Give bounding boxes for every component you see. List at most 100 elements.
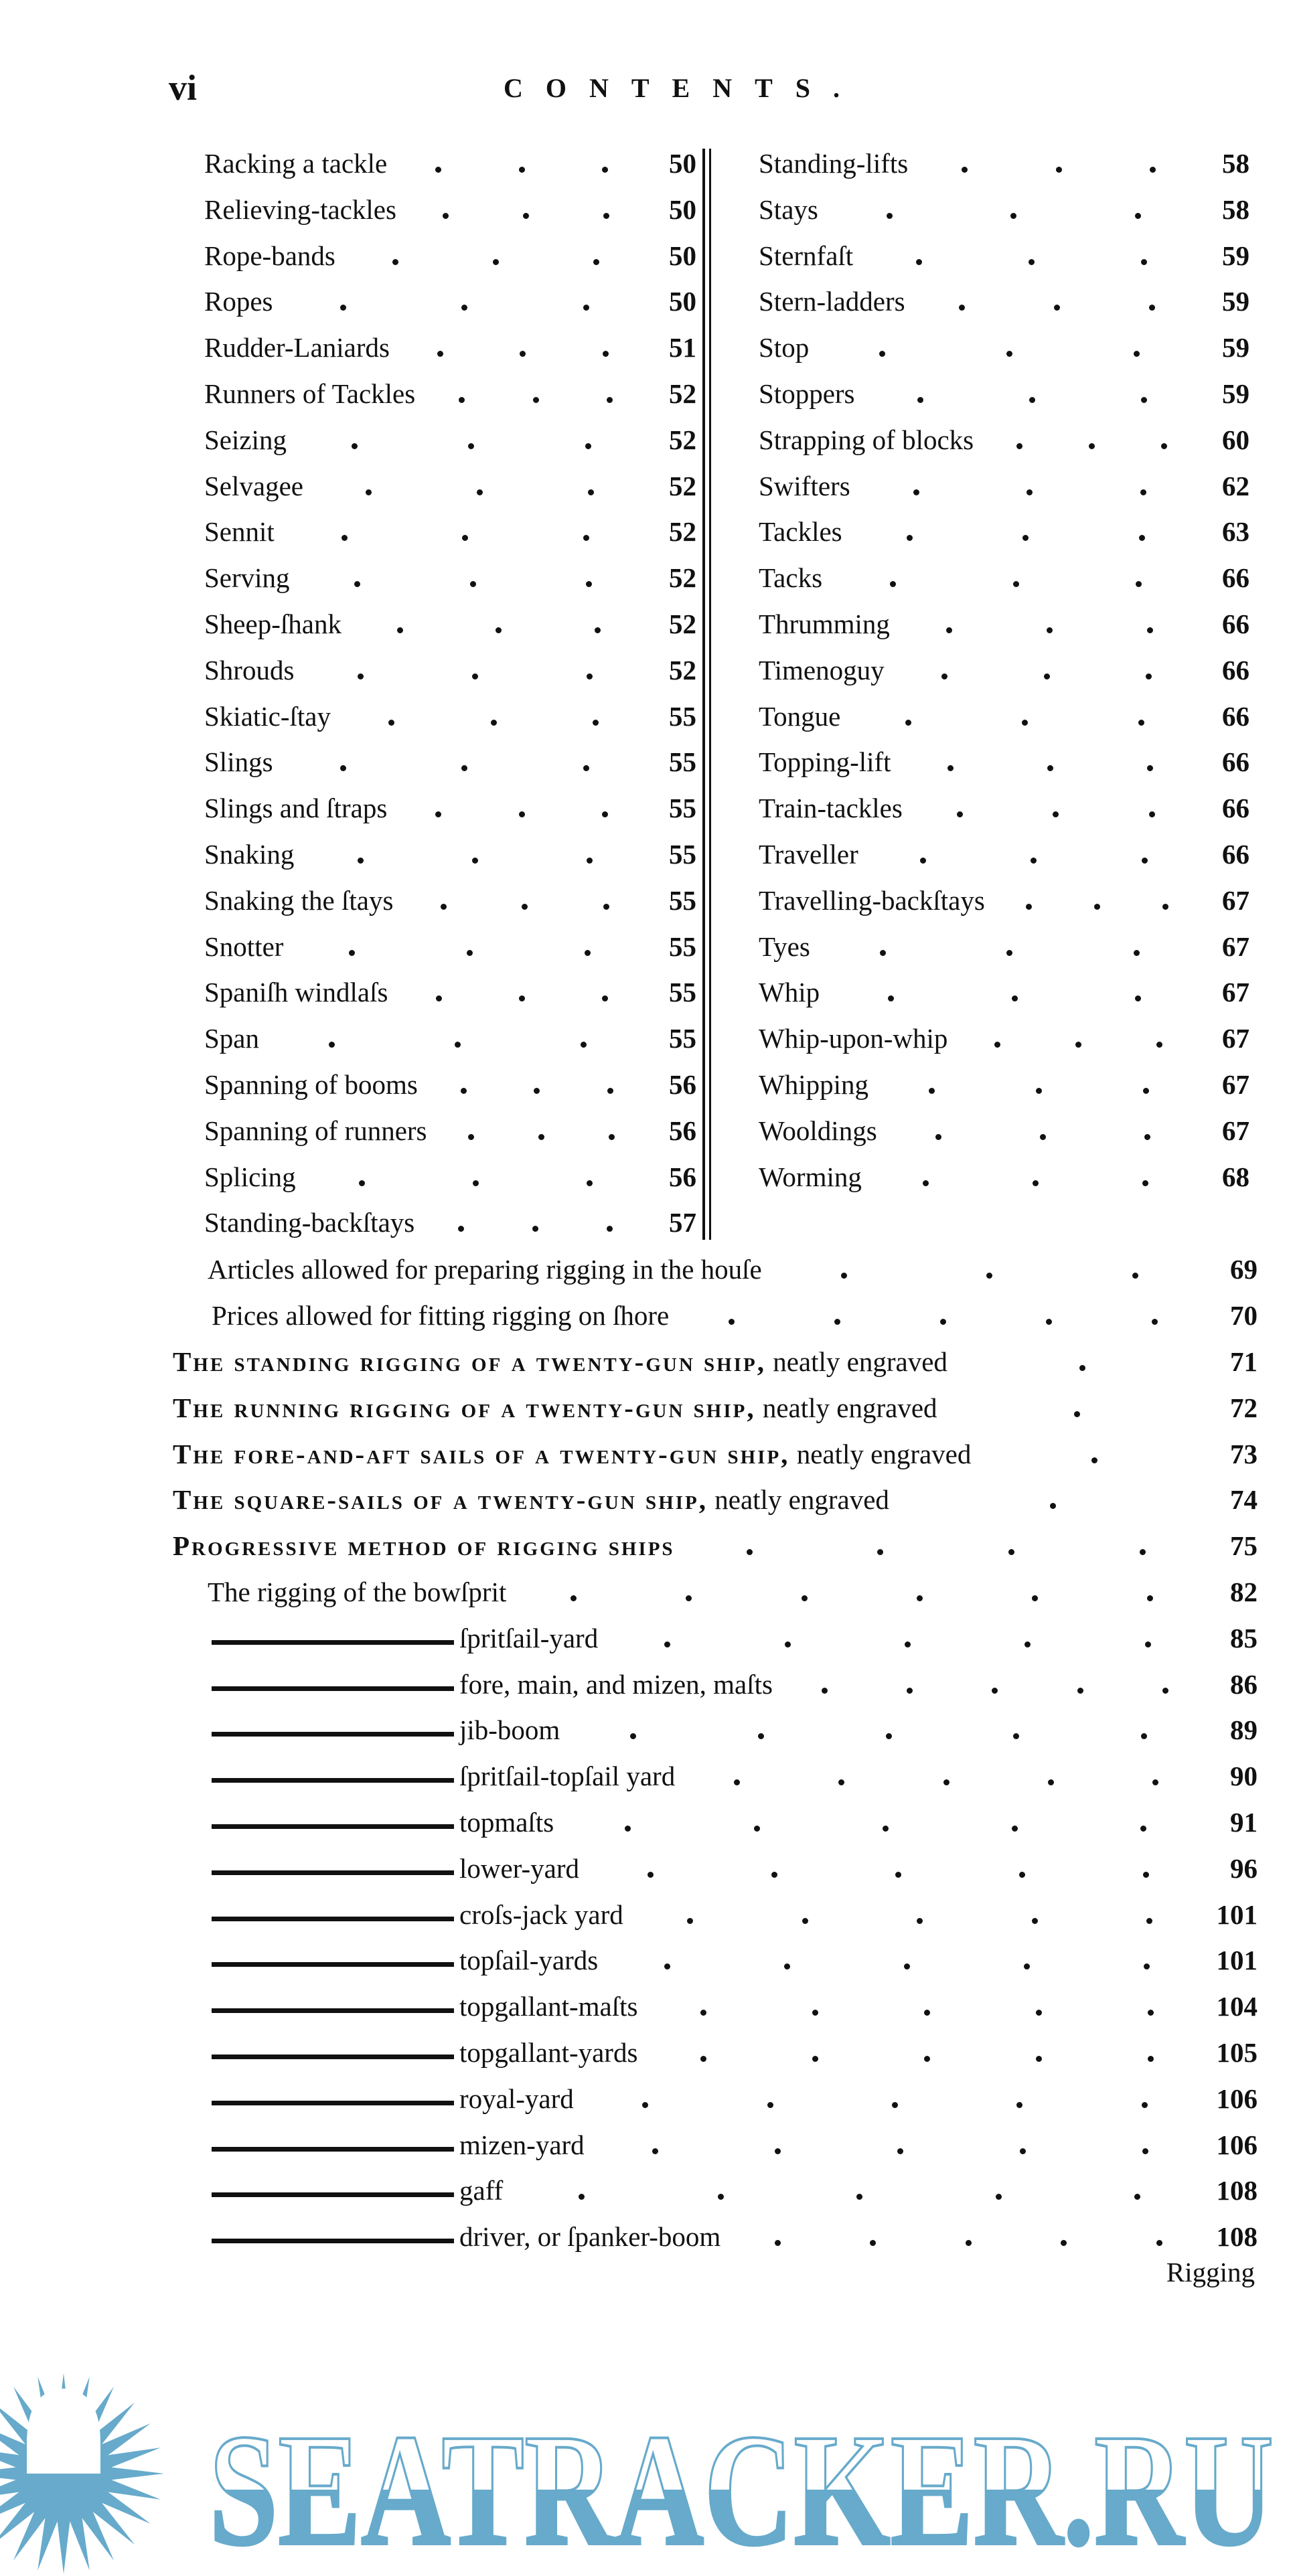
leader-dot [607,397,613,403]
entry-label: royal-yard [459,2083,574,2114]
toc-entry[interactable]: Stern-ladders 59 [759,281,1249,321]
leader-dot [585,949,591,956]
toc-entry[interactable]: Racking a tackle 50 [204,143,696,183]
toc-entry[interactable]: Spaniſh windlaſs 55 [204,972,696,1012]
leader-dot [607,1226,613,1232]
toc-entry[interactable]: Traveller 66 [759,834,1249,874]
toc-entry[interactable]: Rudder-Laniards 51 [204,327,696,368]
toc-entry[interactable]: Thrumming 66 [759,604,1249,644]
toc-entry[interactable]: topgallant-yards 105 [212,2032,1258,2073]
toc-entry[interactable]: Sennit 52 [204,511,696,552]
toc-entry[interactable]: Runners of Tackles 52 [204,374,696,414]
toc-entry[interactable]: Slings and ſtraps 55 [204,788,696,828]
dot-leader [809,351,1209,357]
entry-page-number: 55 [669,700,696,732]
entry-page-number: 56 [669,1069,696,1100]
leader-dot [392,258,398,265]
toc-entry[interactable]: ſpritſail-yard 85 [212,1618,1258,1658]
leader-dot [957,811,964,818]
toc-entry[interactable]: mizen-yard 106 [212,2125,1258,2165]
entry-page-number: 57 [669,1207,696,1238]
toc-entry[interactable]: topmaſts 91 [212,1802,1258,1842]
toc-entry[interactable]: Snaking 55 [204,834,696,874]
toc-entry[interactable]: Timenoguy 66 [759,650,1249,690]
toc-entry[interactable]: Articles allowed for preparing rigging i… [208,1249,1258,1289]
toc-entry[interactable]: Worming 68 [759,1157,1249,1197]
toc-entry[interactable]: Selvagee 52 [204,466,696,506]
toc-entry[interactable]: fore, main, and mizen, maſts 86 [212,1664,1258,1704]
toc-entry[interactable]: Stoppers 59 [759,374,1249,414]
toc-entry[interactable]: croſs-jack yard 101 [212,1895,1258,1935]
leader-dot [897,2148,904,2154]
toc-entry[interactable]: Tacks 66 [759,558,1249,598]
entry-page-number: 74 [1230,1484,1258,1516]
toc-entry[interactable]: Whipping 67 [759,1064,1249,1105]
leader-dot [1032,1595,1039,1601]
toc-entry[interactable]: Relieving-tackles 50 [204,189,696,230]
entry-label: topmaſts [459,1807,554,1838]
leader-dot [1043,673,1050,679]
toc-entry[interactable]: Stop 59 [759,327,1249,368]
toc-entry[interactable]: Span 55 [204,1018,696,1058]
toc-entry[interactable]: Travelling-backſtays 67 [759,880,1249,920]
dot-leader [889,1503,1217,1510]
leader-dot [570,1595,577,1601]
toc-entry[interactable]: Snaking the ſtays 55 [204,880,696,920]
toc-entry[interactable]: Wooldings 67 [759,1111,1249,1151]
toc-entry[interactable]: Stays 58 [759,189,1249,230]
toc-entry[interactable]: The fore-and-aft sails of a twenty-gun s… [173,1434,1258,1474]
toc-entry[interactable]: The running rigging of a twenty-gun ship… [173,1388,1258,1428]
toc-entry[interactable]: Whip-upon-whip 67 [759,1018,1249,1058]
toc-entry[interactable]: royal-yard 106 [212,2079,1258,2119]
toc-entry[interactable]: The standing rigging of a twenty-gun shi… [173,1342,1258,1382]
leader-dot [523,212,530,219]
entry-label: Wooldings [759,1115,877,1146]
toc-entry[interactable]: Ropes 50 [204,281,696,321]
leader-dot [602,167,609,173]
toc-entry[interactable]: lower-yard 96 [212,1848,1258,1888]
leader-dot [840,1273,847,1279]
leader-dot [1075,1042,1082,1048]
toc-entry[interactable]: Tyes 67 [759,927,1249,967]
toc-entry[interactable]: Spanning of booms 56 [204,1064,696,1105]
leader-dot [532,397,539,403]
toc-entry[interactable]: Standing-lifts 58 [759,143,1249,183]
toc-entry[interactable]: Splicing 56 [204,1157,696,1197]
toc-entry[interactable]: Train-tackles 66 [759,788,1249,828]
toc-entry[interactable]: Spanning of runners 56 [204,1111,696,1151]
toc-entry[interactable]: Prices allowed for fitting rigging on ſh… [212,1295,1258,1336]
toc-entry[interactable]: The square-sails of a twenty-gun ship, n… [173,1479,1258,1520]
toc-entry[interactable]: Progressive method of rigging ships 75 [173,1526,1258,1566]
toc-entry[interactable]: Snotter 55 [204,927,696,967]
leader-dot [946,627,953,633]
toc-entry[interactable]: gaff 108 [212,2170,1258,2210]
leader-dot [472,858,479,864]
toc-entry[interactable]: Standing-backſtays 57 [204,1202,696,1242]
entry-page-number: 52 [669,654,696,686]
toc-entry[interactable]: Seizing 52 [204,420,696,460]
dot-leader [675,1779,1217,1786]
toc-entry[interactable]: Tackles 63 [759,511,1249,552]
toc-entry[interactable]: driver, or ſpanker-boom 108 [212,2217,1258,2257]
toc-entry[interactable]: Whip 67 [759,972,1249,1012]
toc-entry[interactable]: Shrouds 52 [204,650,696,690]
toc-entry[interactable]: Sternfaſt 59 [759,236,1249,276]
dot-leader [427,1133,656,1140]
toc-entry[interactable]: ſpritſail-topſail yard 90 [212,1756,1258,1796]
toc-entry[interactable]: The rigging of the bowſprit 82 [208,1572,1258,1612]
entry-label: Snotter [204,931,284,962]
toc-entry[interactable]: Swifters 62 [759,466,1249,506]
toc-entry[interactable]: Strapping of blocks 60 [759,420,1249,460]
entry-page-number: 82 [1230,1577,1258,1607]
toc-entry[interactable]: Tongue 66 [759,696,1249,736]
entry-label: Spaniſh windlaſs [204,977,388,1008]
toc-entry[interactable]: Sheep-ſhank 52 [204,604,696,644]
toc-entry[interactable]: Skiatic-ſtay 55 [204,696,696,736]
toc-entry[interactable]: topgallant-maſts 104 [212,1986,1258,2026]
toc-entry[interactable]: jib-boom 89 [212,1710,1258,1750]
toc-entry[interactable]: Slings 55 [204,742,696,782]
toc-entry[interactable]: Rope-bands 50 [204,236,696,276]
toc-entry[interactable]: Serving 52 [204,558,696,598]
toc-entry[interactable]: Topping-lift 66 [759,742,1249,782]
toc-entry[interactable]: topſail-yards 101 [212,1940,1258,1980]
